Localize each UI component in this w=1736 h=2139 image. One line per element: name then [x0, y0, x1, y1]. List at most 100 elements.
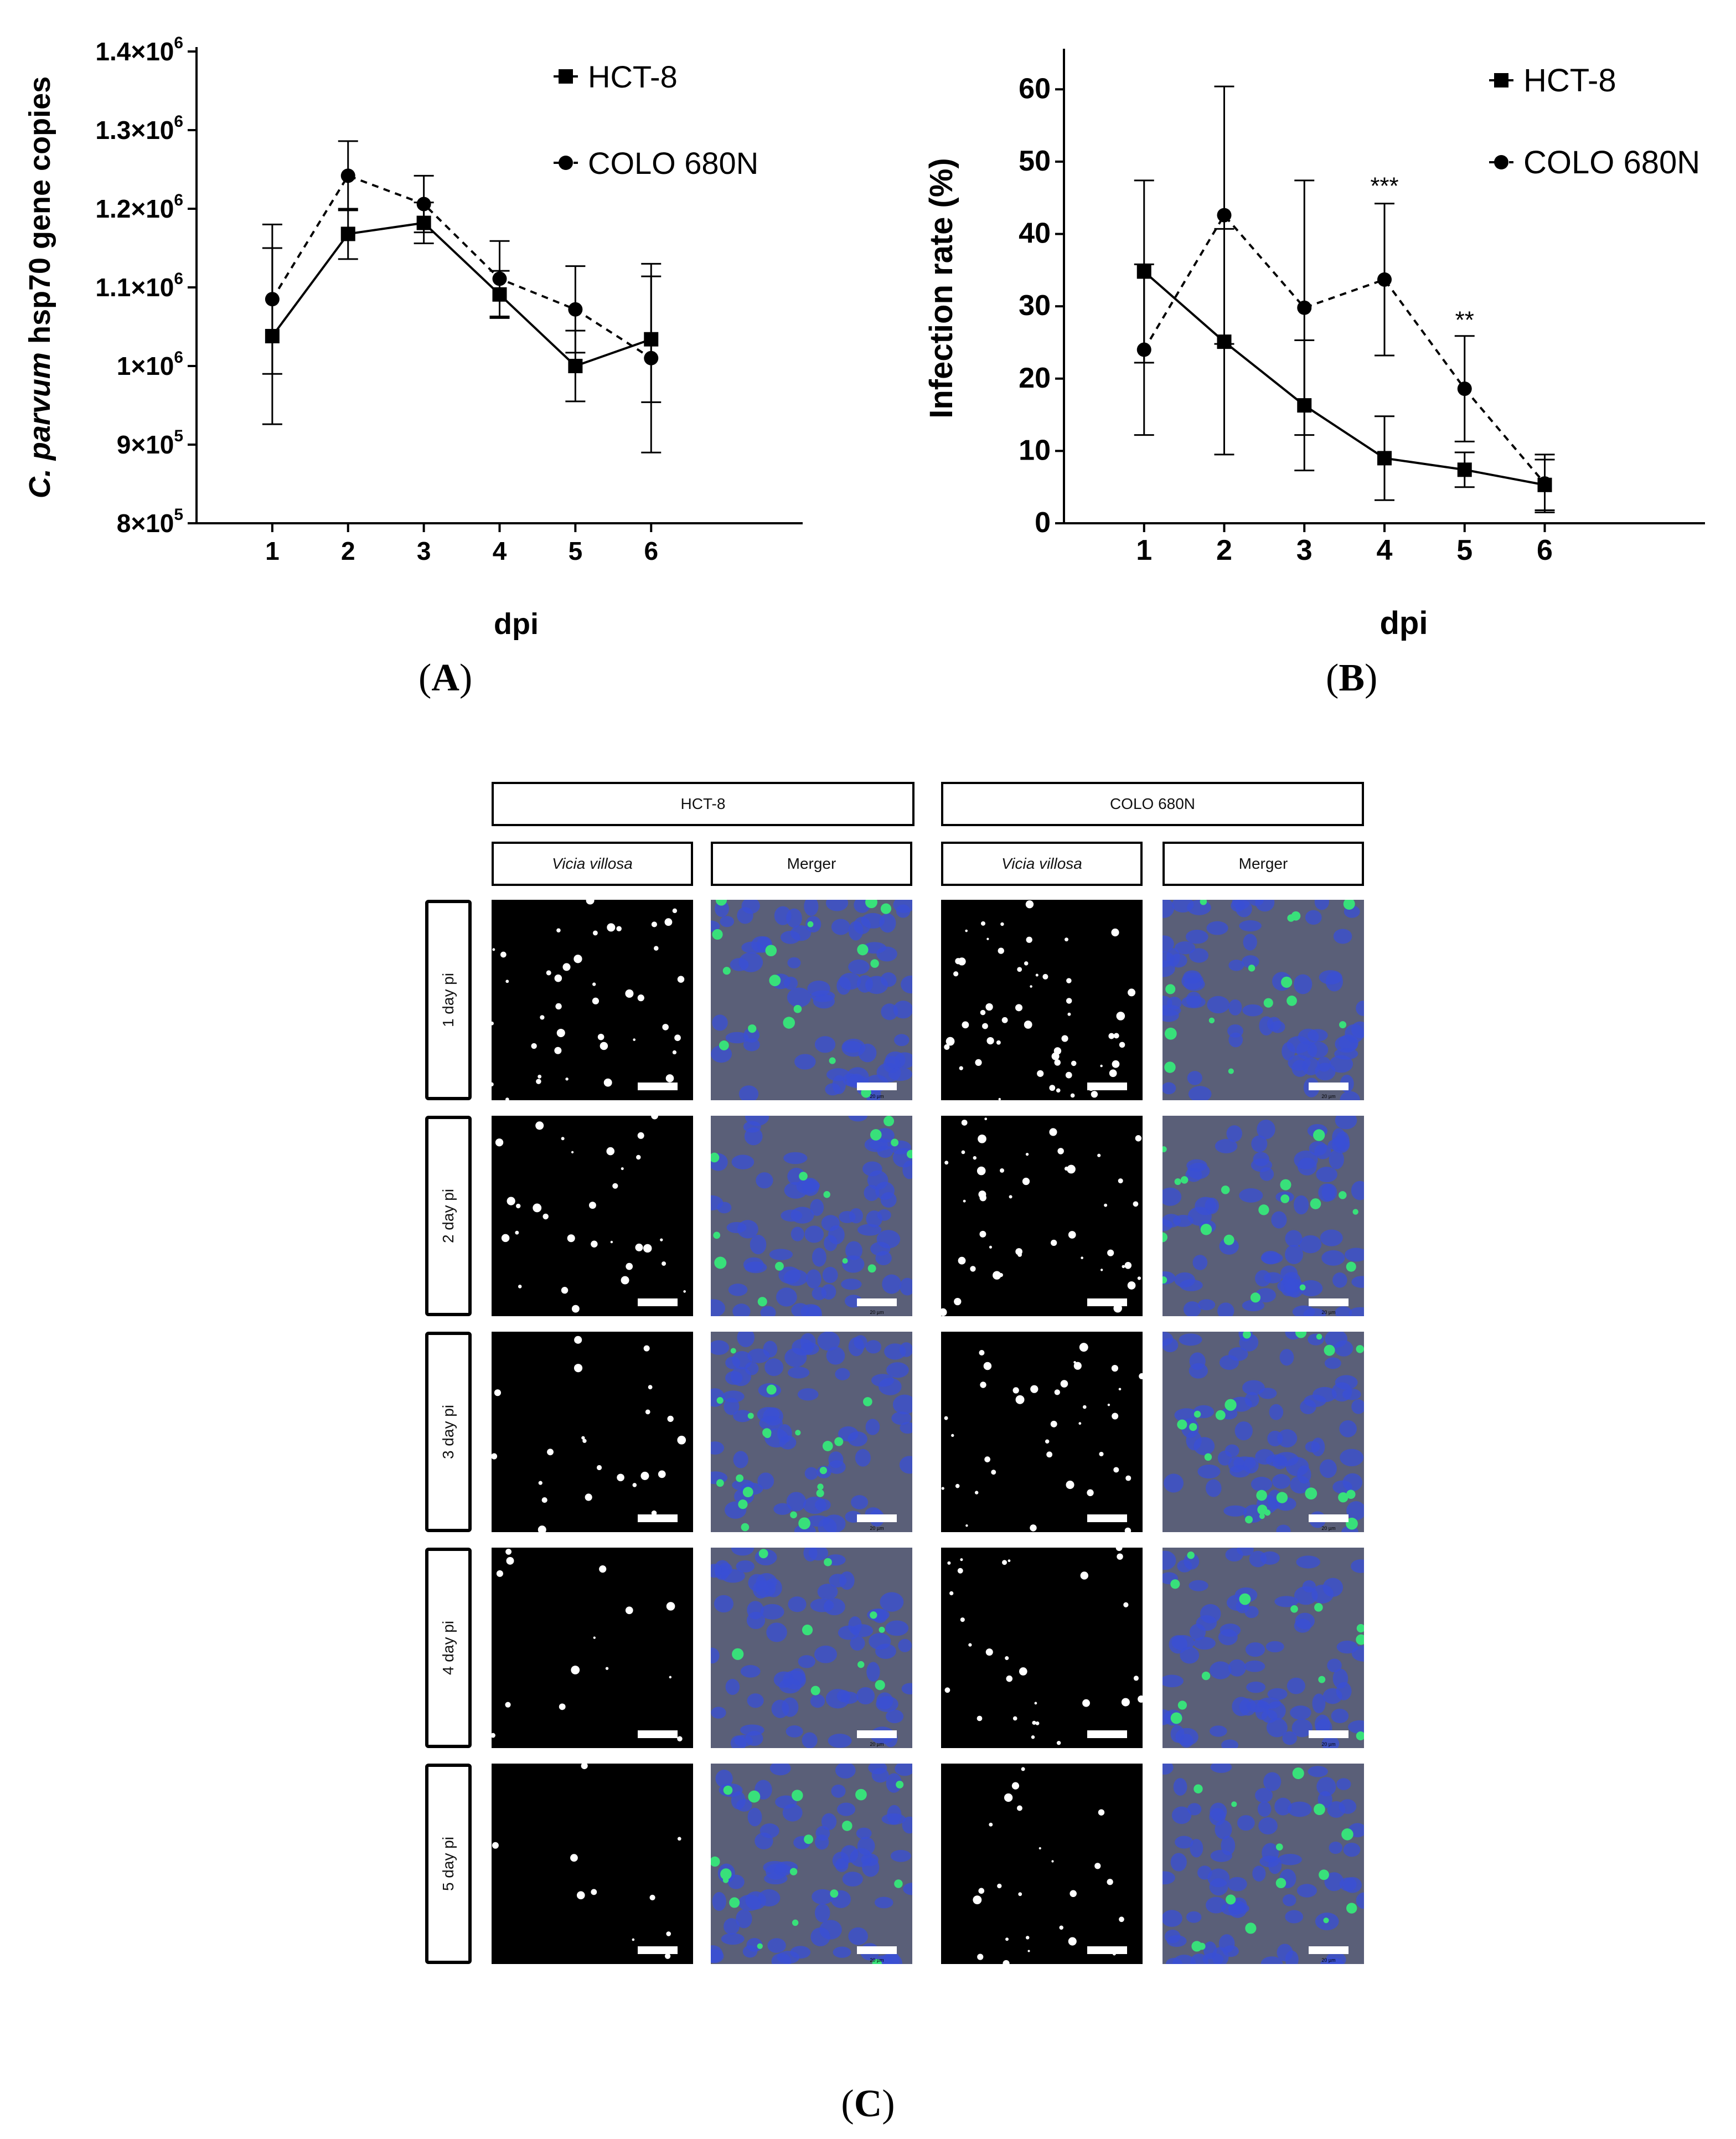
x-axis-label: dpi: [1380, 605, 1428, 641]
scale-bar: [857, 1730, 897, 1738]
scale-bar: [1087, 1730, 1127, 1738]
data-point: [492, 271, 507, 286]
scale-bar: [1309, 1730, 1348, 1738]
micrograph-texture: [941, 1343, 1143, 1532]
x-tick-label: 4: [493, 537, 507, 565]
panel-label-c: (C): [841, 2083, 895, 2125]
data-point: [340, 168, 355, 183]
scale-bar-label: 20 µm: [870, 1094, 884, 1099]
micrograph-texture: [941, 1117, 1142, 1316]
chart-a: 8×105 9×105 1×106 1.1×106 1.2×106 1.3×106 1.4×…: [23, 34, 803, 641]
y-tick-label: 40: [1019, 218, 1051, 250]
y-tick-label: 8×105: [117, 506, 183, 538]
micrograph-texture: [711, 1548, 912, 1748]
scale-bar: [1309, 1083, 1348, 1090]
micrograph-day3-hct8-merger: 20 µm: [711, 1332, 912, 1532]
data-point: [340, 226, 355, 241]
panel-label-a: (A): [418, 657, 473, 699]
legend-marker: [1494, 73, 1508, 87]
legend-label: HCT-8: [1523, 63, 1616, 99]
micrograph-day2-colo-vicia: 20 µm: [941, 1116, 1143, 1316]
x-tick-label: 5: [569, 537, 583, 565]
data-point: [1377, 451, 1392, 466]
scale-bar: [1309, 1514, 1348, 1522]
data-point: [644, 351, 659, 365]
legend-item-hct8: HCT-8: [554, 59, 678, 94]
scale-bar: [1309, 1298, 1348, 1306]
header-colo680n: COLO 680N: [941, 782, 1364, 826]
y-tick-label: 1.2×106: [95, 191, 183, 223]
scale-bar: [1087, 1514, 1127, 1522]
series-line: [1143, 270, 1545, 486]
scale-bar-label: 20 µm: [1321, 1957, 1336, 1963]
scale-bar-label: 20 µm: [1100, 1957, 1114, 1963]
scale-bar: [857, 1083, 897, 1090]
chart-b: 0 10 20 30 40 50 60 1 2 3 4 5 6 dpi Infection rate (%)…: [923, 49, 1705, 641]
scale-bar-label: 20 µm: [1321, 1094, 1336, 1099]
row-label-day1: 1 day pi: [425, 900, 472, 1100]
legend-marker: [559, 156, 573, 170]
micrograph-texture: [1162, 900, 1364, 1100]
scale-bar: [1087, 1946, 1127, 1954]
x-tick-label: 5: [1456, 534, 1472, 566]
x-tick-label: 3: [1296, 534, 1313, 566]
micrograph-day4-colo-merger: 20 µm: [1162, 1548, 1364, 1748]
row-label-day5: 5 day pi: [425, 1764, 472, 1964]
micrograph-day4-hct8-merger: 20 µm: [711, 1548, 912, 1748]
scale-bar: [1309, 1946, 1348, 1954]
micrograph-day5-hct8-merger: 20 µm: [711, 1764, 912, 1964]
y-tick-label: 50: [1019, 145, 1051, 177]
micrograph-day3-hct8-vicia: 20 µm: [492, 1332, 693, 1532]
subheader-colo-merger: Merger: [1162, 842, 1364, 886]
micrograph-day3-colo-vicia: 20 µm: [941, 1332, 1143, 1532]
micrograph-day1-hct8-merger: 20 µm: [711, 900, 912, 1100]
data-point: [1297, 300, 1312, 315]
micrograph-texture: [711, 900, 912, 1100]
legend-label: HCT-8: [588, 59, 678, 94]
data-point: [1377, 272, 1392, 287]
scale-bar-label: 20 µm: [650, 1094, 665, 1099]
scale-bar-label: 20 µm: [650, 1525, 665, 1531]
legend-label: COLO 680N: [588, 146, 758, 181]
scale-bar-label: 20 µm: [650, 1310, 665, 1315]
legend-item-colo680n: COLO 680N: [1489, 145, 1700, 181]
y-tick-label: 10: [1019, 434, 1051, 466]
scale-bar-label: 20 µm: [1321, 1741, 1336, 1747]
data-point: [1537, 476, 1552, 491]
legend-item-colo680n: COLO 680N: [554, 146, 758, 181]
data-point: [1457, 462, 1472, 477]
y-tick-label: 1.4×106: [95, 34, 183, 66]
scale-bar-label: 20 µm: [870, 1957, 884, 1963]
micrograph-day2-colo-merger: 20 µm: [1162, 1116, 1364, 1316]
y-tick-label: 1.3×106: [95, 112, 183, 145]
scale-bar: [638, 1083, 678, 1090]
scale-bar-label: 20 µm: [1100, 1094, 1114, 1099]
y-tick-label: 1×106: [117, 348, 183, 380]
row-label-day3: 3 day pi: [425, 1332, 472, 1532]
micrograph-texture: [1162, 1332, 1364, 1532]
y-tick-label: 1.1×106: [95, 270, 183, 302]
scale-bar: [638, 1514, 678, 1522]
x-axis-label: dpi: [494, 607, 539, 641]
series-hct8: [1134, 179, 1555, 511]
y-tick-label: 0: [1035, 507, 1051, 539]
series-line: [1143, 213, 1546, 485]
x-tick-label: 3: [417, 537, 431, 565]
subheader-hct8-vicia: Vicia villosa: [492, 842, 693, 886]
micrograph-texture: [1162, 1116, 1364, 1316]
legend-marker: [559, 69, 573, 84]
y-tick-label: 20: [1019, 362, 1051, 394]
micrograph-texture: [492, 1548, 683, 1741]
legend-marker: [1494, 155, 1508, 169]
micrograph-texture: [492, 900, 685, 1100]
scale-bar: [638, 1298, 678, 1306]
row-label-day2: 2 day pi: [425, 1116, 472, 1316]
y-axis-label: Infection rate (%): [923, 158, 959, 419]
data-point: [568, 302, 583, 317]
scale-bar-label: 20 µm: [1100, 1310, 1114, 1315]
subheader-hct8-merger: Merger: [711, 842, 912, 886]
micrograph-texture: [1162, 1548, 1364, 1748]
panel-label-b: (B): [1326, 657, 1378, 699]
series-colo680n: [262, 140, 662, 453]
